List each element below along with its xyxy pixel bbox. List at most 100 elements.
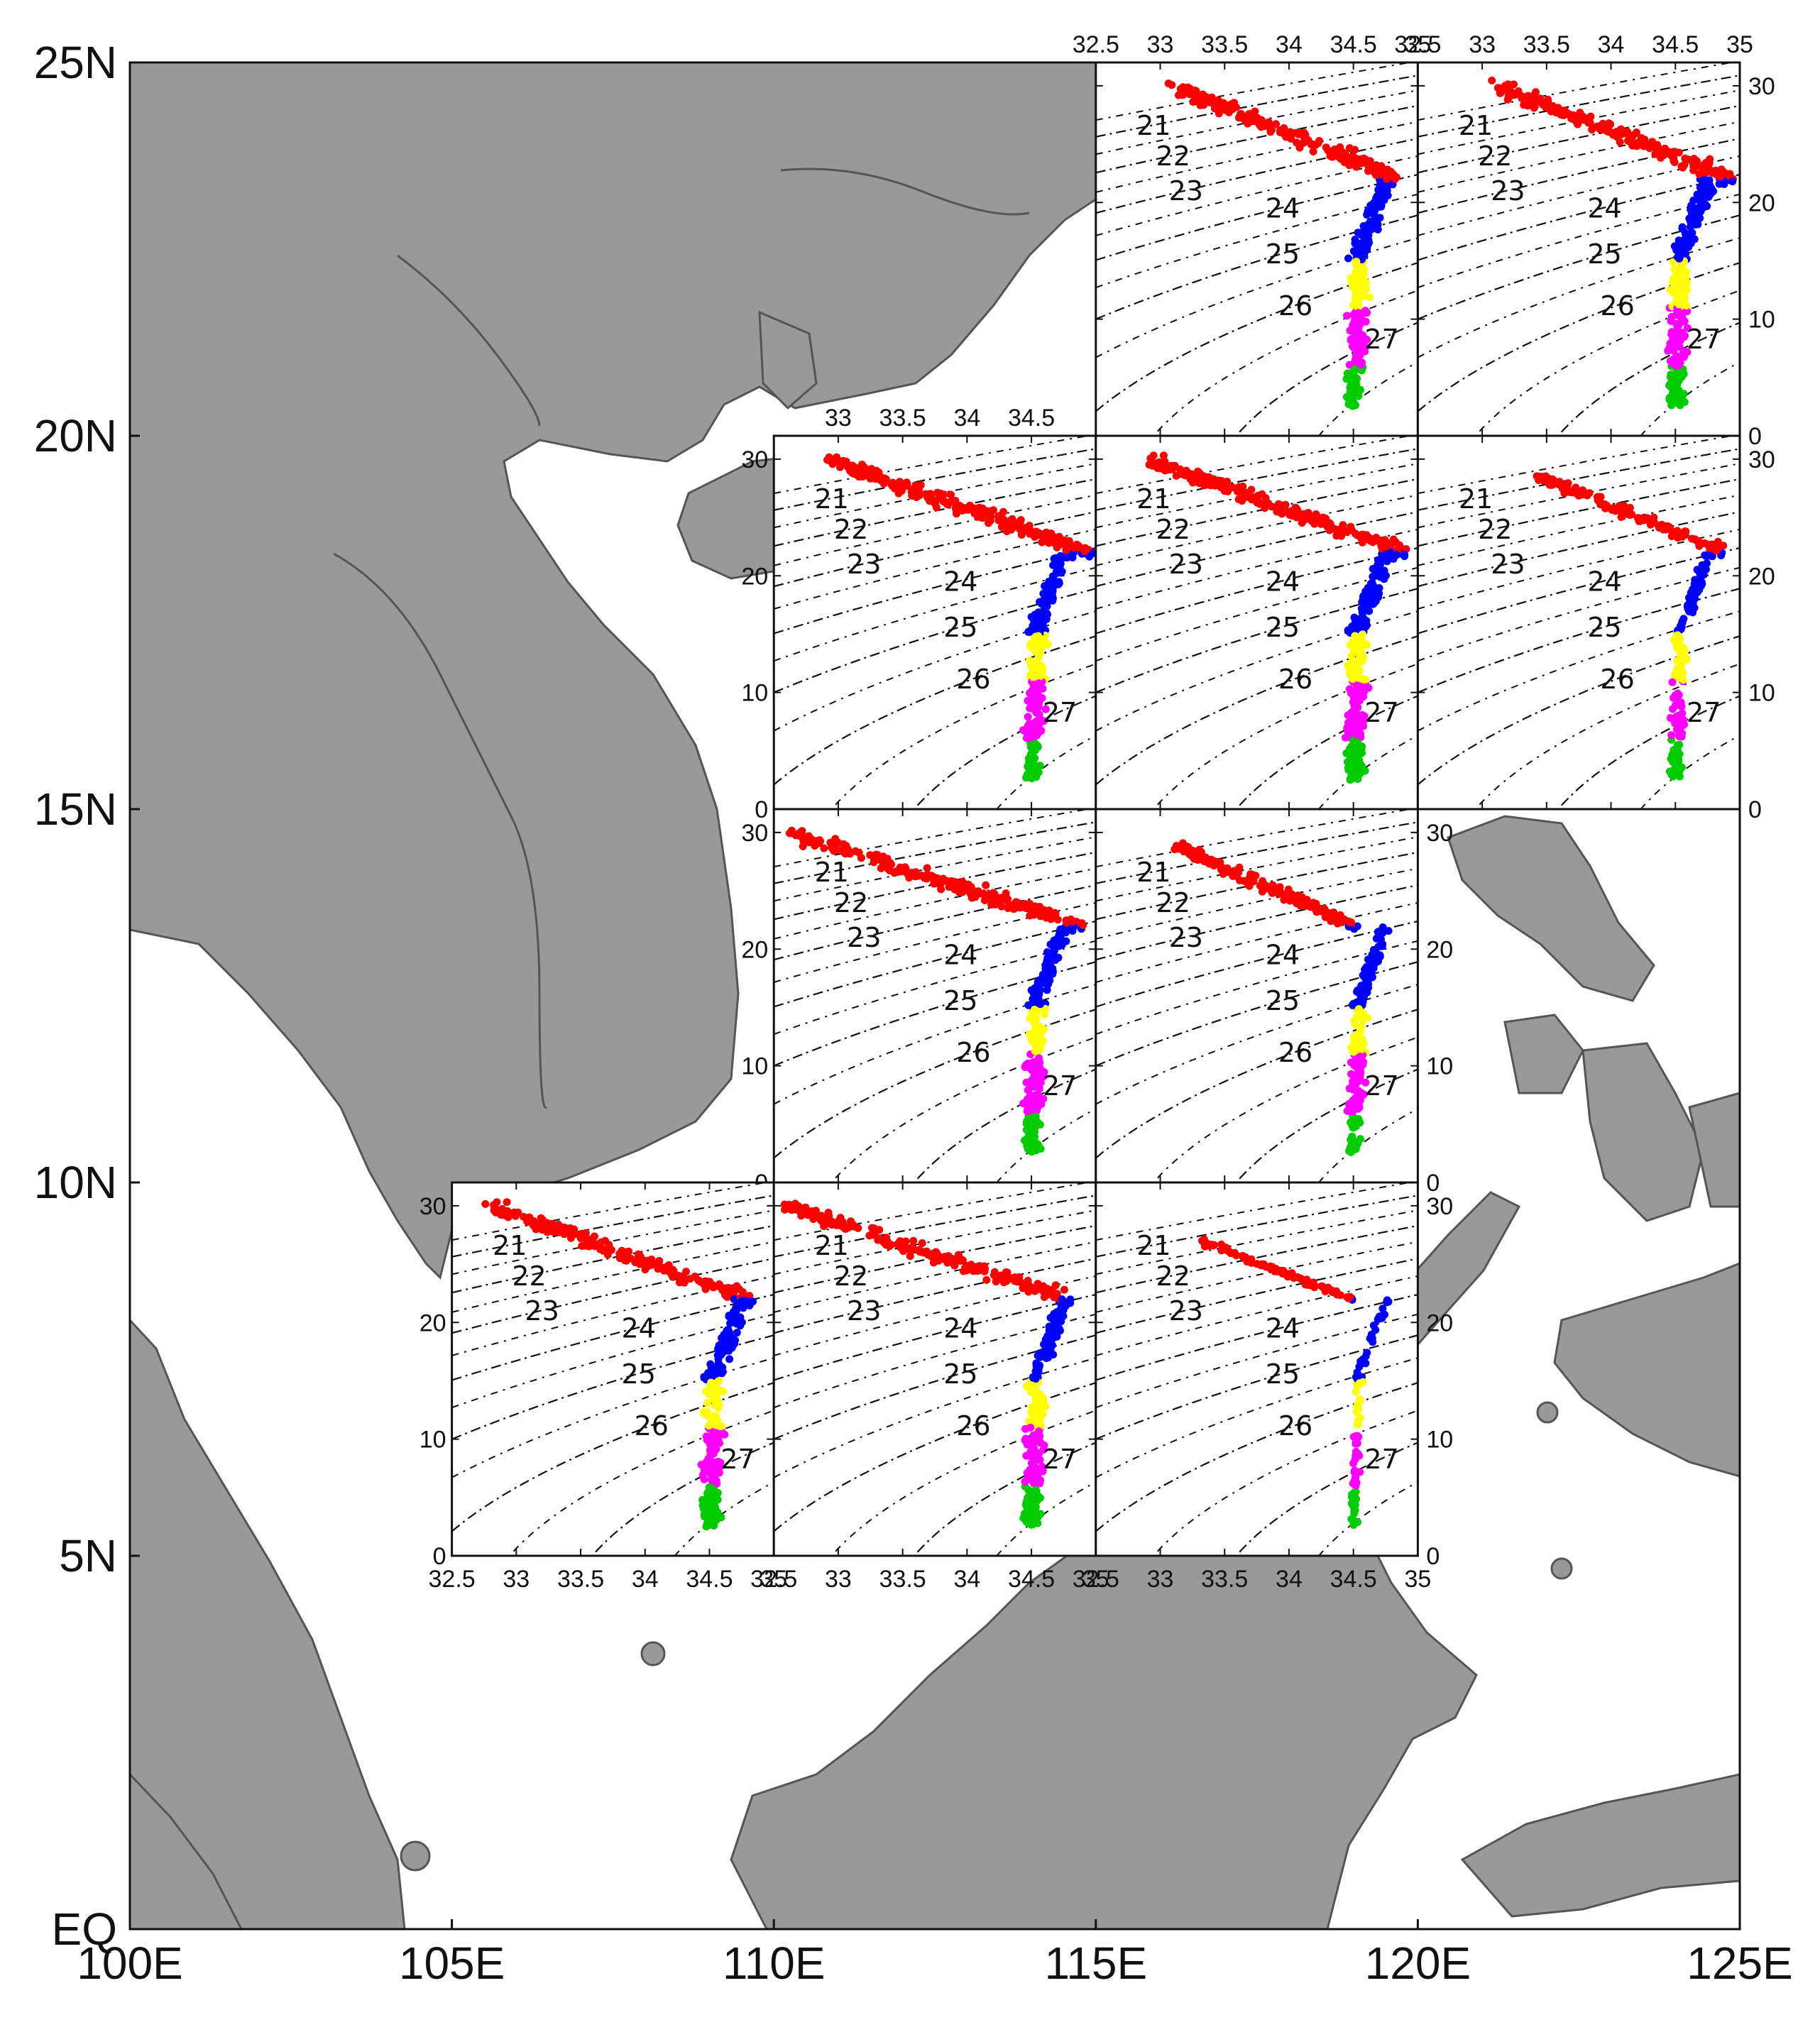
ts-point bbox=[1019, 1284, 1027, 1292]
ts-point bbox=[931, 879, 939, 888]
ts-point bbox=[1503, 95, 1512, 104]
ts-point bbox=[1674, 300, 1683, 308]
ts-point bbox=[985, 519, 992, 527]
density-contour bbox=[1095, 155, 1418, 236]
map-frame bbox=[128, 61, 1741, 1931]
density-contour-label: 25 bbox=[1266, 985, 1300, 1016]
density-contour bbox=[1235, 322, 1418, 436]
density-contour bbox=[774, 1009, 1096, 1159]
ts-point bbox=[1026, 1423, 1035, 1432]
density-contour bbox=[451, 1182, 770, 1241]
ts-point bbox=[1668, 678, 1677, 686]
ts-point bbox=[712, 1445, 720, 1454]
density-contour bbox=[774, 436, 1092, 495]
density-contour bbox=[830, 1410, 1096, 1556]
salinity-tick-label: 34.5 bbox=[1008, 405, 1055, 432]
ts-point bbox=[1338, 918, 1347, 926]
ts-point bbox=[1667, 532, 1676, 540]
density-contour bbox=[1418, 511, 1740, 588]
density-contour-label: 25 bbox=[943, 1358, 977, 1390]
lat-tick-label: 10N bbox=[34, 1157, 117, 1208]
ts-point bbox=[1038, 970, 1047, 979]
ts-point bbox=[1043, 1351, 1052, 1360]
ts-point bbox=[1349, 772, 1358, 781]
ts-point bbox=[1359, 530, 1367, 539]
ts-point bbox=[1346, 383, 1354, 392]
density-contour-label: 24 bbox=[622, 1312, 656, 1344]
density-contour bbox=[1095, 1224, 1418, 1294]
temp-tick-label: 0 bbox=[1426, 1170, 1440, 1197]
ts-point bbox=[1042, 609, 1051, 617]
ts-point bbox=[958, 877, 967, 886]
ts-point bbox=[1350, 693, 1358, 702]
salinity-tick-label: 33 bbox=[1147, 1566, 1174, 1593]
ts-point bbox=[1354, 300, 1363, 309]
salinity-tick-label: 32.5 bbox=[1073, 31, 1119, 58]
ts-point bbox=[970, 509, 979, 517]
ts-point bbox=[1359, 538, 1366, 547]
ts-point bbox=[1022, 1451, 1031, 1460]
density-contour-label: 24 bbox=[943, 1312, 977, 1344]
ts-point bbox=[911, 486, 920, 495]
salinity-tick-label: 34 bbox=[1276, 31, 1303, 58]
ts-point bbox=[1687, 239, 1695, 248]
ts-point bbox=[1382, 183, 1390, 191]
ts-point bbox=[1203, 476, 1212, 483]
ts-point bbox=[1024, 696, 1032, 705]
temp-tick-label: 10 bbox=[1426, 1427, 1453, 1454]
ts-point bbox=[1374, 561, 1382, 569]
ts-point bbox=[1354, 989, 1362, 996]
temp-tick-label: 0 bbox=[1748, 796, 1762, 823]
ts-point bbox=[1350, 1488, 1359, 1497]
ts-point bbox=[1303, 1278, 1312, 1286]
ts-point bbox=[865, 1231, 874, 1240]
density-contour bbox=[451, 1224, 774, 1294]
density-contour bbox=[508, 1410, 774, 1556]
temp-tick-label: 10 bbox=[1426, 1053, 1453, 1080]
ts-point bbox=[1179, 85, 1188, 94]
ts-point bbox=[1346, 754, 1354, 762]
ts-point bbox=[1681, 647, 1689, 655]
ts-point bbox=[1293, 891, 1302, 900]
density-contour-label: 23 bbox=[847, 549, 881, 580]
ts-point bbox=[1021, 1437, 1029, 1445]
temp-tick-label: 20 bbox=[420, 1310, 446, 1336]
density-contour bbox=[774, 547, 1096, 635]
ts-point bbox=[718, 1369, 726, 1378]
density-contour-label: 24 bbox=[1587, 192, 1621, 224]
ts-point bbox=[733, 1329, 741, 1337]
density-contour bbox=[1418, 436, 1736, 495]
density-contour-label: 24 bbox=[943, 566, 977, 597]
ts-point bbox=[1024, 1486, 1033, 1494]
ts-point bbox=[1285, 1270, 1293, 1278]
density-contour bbox=[451, 1258, 774, 1334]
ts-point bbox=[883, 855, 892, 863]
ts-point bbox=[887, 1241, 895, 1249]
density-contour-label: 23 bbox=[1491, 549, 1525, 580]
salinity-tick-label: 32.5 bbox=[750, 1566, 797, 1593]
density-contour bbox=[1418, 173, 1740, 261]
ts-point bbox=[635, 1250, 642, 1258]
density-contour bbox=[451, 1275, 774, 1356]
ts-point bbox=[857, 854, 865, 862]
ts-point bbox=[1040, 906, 1048, 914]
ts-point bbox=[1682, 527, 1690, 536]
density-contour-label: 24 bbox=[1266, 939, 1300, 970]
density-contour-label: 23 bbox=[1491, 175, 1525, 207]
salinity-tick-label: 35 bbox=[1404, 1566, 1431, 1593]
ts-point bbox=[1552, 478, 1561, 486]
density-contour bbox=[1235, 1442, 1418, 1556]
ts-point bbox=[1684, 232, 1692, 241]
density-contour bbox=[774, 478, 1096, 547]
ts-point bbox=[1671, 719, 1679, 728]
ts-point bbox=[1668, 339, 1677, 348]
ts-point bbox=[1336, 1291, 1344, 1300]
ts-point bbox=[1389, 535, 1398, 544]
density-contour-label: 27 bbox=[720, 1444, 755, 1475]
ts-panel-frame bbox=[1095, 1181, 1419, 1557]
density-contour bbox=[1152, 290, 1418, 436]
ts-point bbox=[1312, 899, 1320, 908]
ts-point bbox=[1678, 312, 1687, 321]
